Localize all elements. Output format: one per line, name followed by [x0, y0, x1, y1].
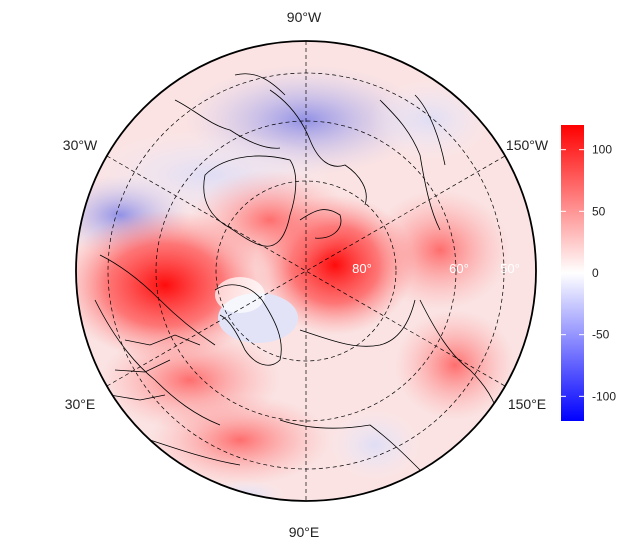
colorbar-tick-label: 100 — [592, 143, 612, 157]
graticule — [106, 41, 506, 501]
map-frame — [75, 40, 537, 502]
coastlines — [94, 73, 501, 471]
anomaly-field — [76, 41, 536, 501]
lat-label-60: 60° — [449, 261, 469, 276]
lon-label-lower-left: 30°E — [65, 396, 96, 412]
lat-circle-60 — [155, 120, 457, 422]
lat-label-80: 80° — [352, 261, 372, 276]
lon-label-upper-right: 150°W — [506, 137, 549, 153]
lon-label-upper-left: 30°W — [63, 137, 98, 153]
lat-label-50: 50° — [500, 261, 520, 276]
greenland-outline — [203, 155, 297, 247]
scandinavia-outline — [214, 284, 282, 366]
colorbar-tick-label: -50 — [592, 328, 610, 342]
colorbar-tick-label: 0 — [592, 266, 599, 280]
lon-label-bottom: 90°E — [289, 524, 320, 540]
lon-label-top: 90°W — [287, 9, 322, 25]
colorbar-tick-label: 50 — [592, 204, 606, 218]
colorbar-tick-label: -100 — [592, 389, 616, 403]
colorbar-gradient — [561, 125, 584, 421]
lon-label-lower-right: 150°E — [508, 396, 546, 412]
colorbar: 100 50 0 -50 -100 — [561, 125, 616, 421]
